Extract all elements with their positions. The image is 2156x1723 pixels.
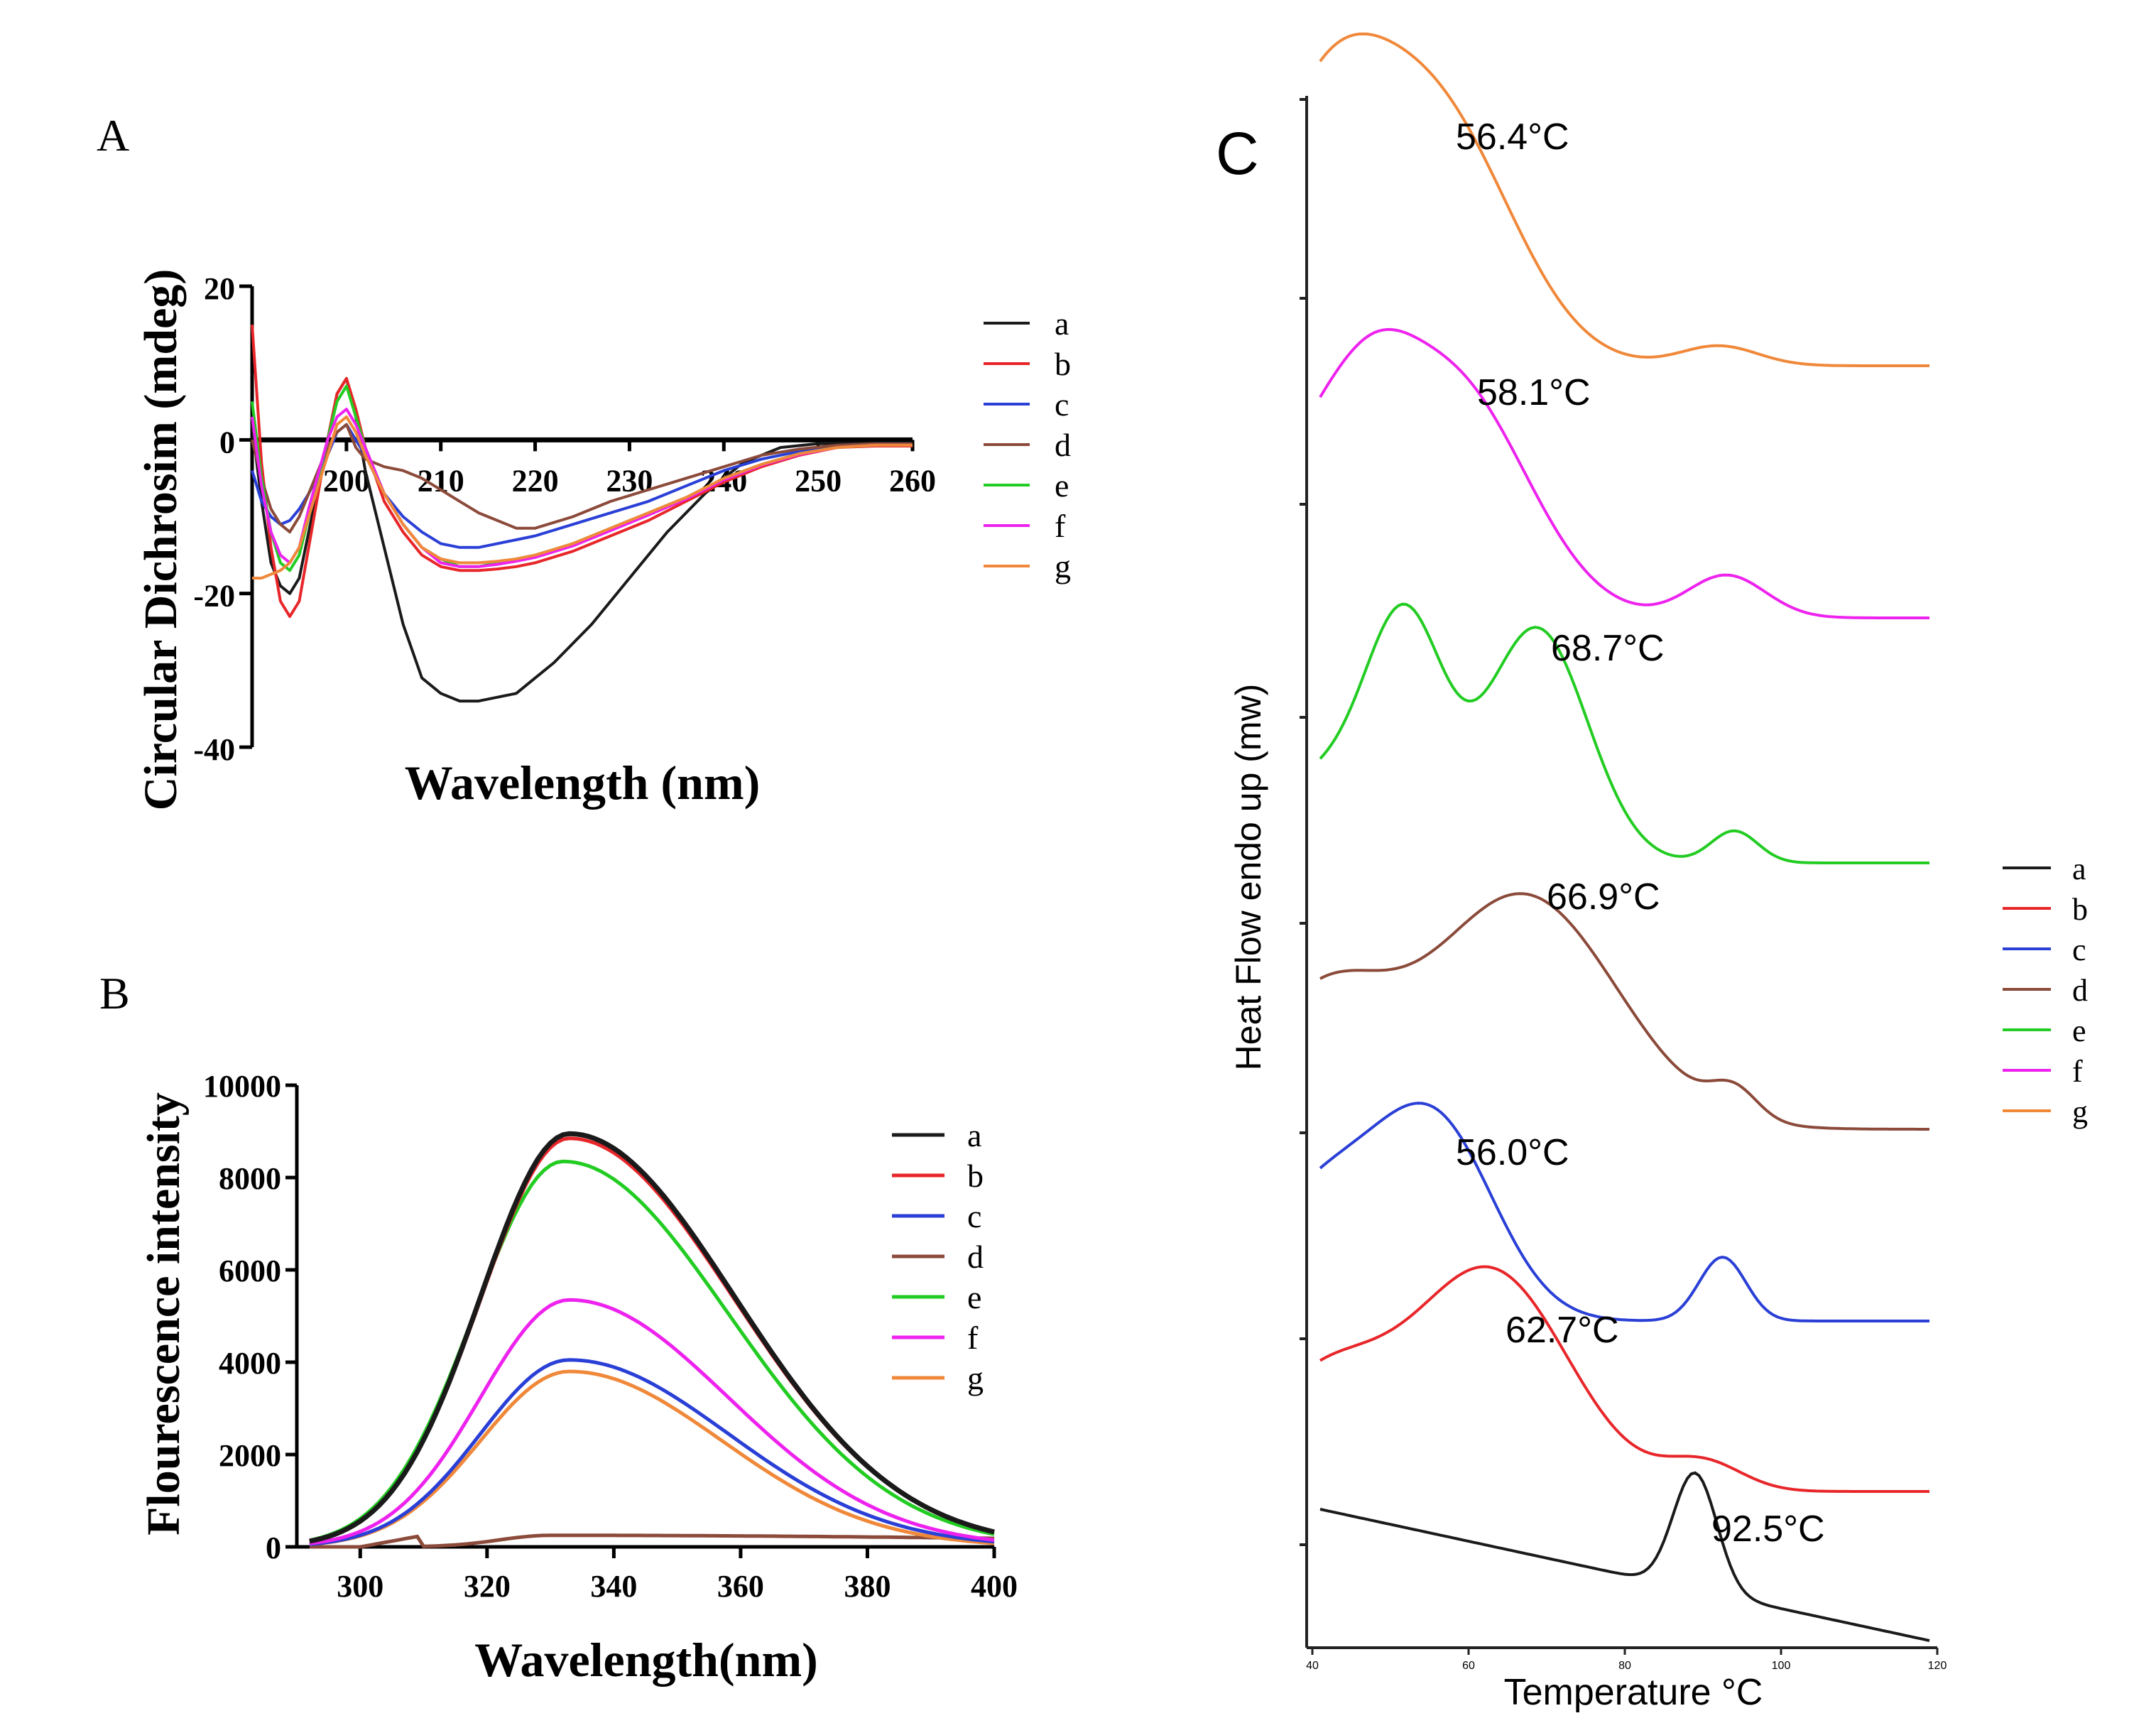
panel-a-series-b [251,324,913,619]
panel-a-legend-label-c: c [1055,386,1069,423]
panel-a-ytick-label: 0 [219,425,235,460]
panel-b-legend-label-g: g [967,1360,984,1396]
panel-c: C 40 60 80 100 120 56.4°C58.1°C68.7°C66.9°C5… [1216,32,2088,1713]
panel-b-ytick-label: 8000 [219,1161,281,1196]
panel-c-legend-label-f: f [2072,1054,2083,1089]
panel-a-legend-label-e: e [1055,467,1069,504]
panel-c-legend-label-c: c [2072,933,2086,967]
panel-a-xtick-label: 260 [889,463,936,498]
panel-c-peak-annotations: 56.4°C 58.1°C 68.7°C 66.9°C 56.0°C 62.7°C 92.5… [1456,116,1825,1550]
panel-b-xtick-label: 340 [590,1569,637,1604]
panel-a-series [251,324,913,703]
panel-b-series-b [309,1136,995,1543]
panel-b-series-d [309,1533,995,1549]
panel-a-series-d [251,423,913,534]
panel-a-legend-label-f: f [1055,508,1066,544]
panel-c-legend-label-a: a [2072,852,2086,886]
panel-c-series-e [1319,602,1929,864]
panel-c-legend-label-g: g [2072,1094,2088,1129]
panel-c-series-c [1319,1102,1929,1322]
panel-c-peak-label-d: 66.9°C [1547,876,1660,918]
panel-c-series [1319,32,1930,1642]
panel-a-xtick-label: 250 [795,463,842,498]
panel-c-legend-label-b: b [2072,892,2088,927]
panel-b-ytick-label: 0 [266,1531,281,1565]
panel-b-legend-label-d: d [967,1239,984,1275]
panel-b-xtick-label: 380 [844,1569,891,1604]
panel-a-ylabel: Circular Dichrosim (mdeg) [135,269,187,811]
panel-a-ytick-label: -20 [193,579,235,614]
panel-a-xtick-label: 220 [512,463,559,498]
panel-c-xtick-label: 100 [1772,1660,1791,1672]
panel-c-peak-label-f: 58.1°C [1477,372,1591,413]
panel-c-peak-label-a: 92.5°C [1711,1509,1825,1550]
panel-c-peak-label-b: 62.7°C [1506,1310,1619,1351]
panel-b-ytick-label: 2000 [219,1438,281,1473]
panel-b-label: B [99,968,130,1018]
panel-a-xtick-label: 230 [606,463,653,498]
panel-b-xtick-label: 360 [717,1569,764,1604]
panel-b-series-f [309,1298,995,1545]
panel-a-legend-label-d: d [1055,427,1071,463]
panel-a-legend-label-b: b [1055,346,1071,382]
panel-a-series-g [252,415,913,580]
panel-c-series-g [1319,32,1929,367]
panel-c-xtick-label: 60 [1462,1660,1475,1672]
panel-a-series-c [251,423,913,549]
panel-b: B 0 2000 4000 6000 8000 10000 300 320 340 360 380 4… [99,968,1018,1687]
panel-c-label: C [1216,120,1259,187]
panel-c-peak-label-e: 68.7°C [1551,628,1665,669]
panel-c-axes: 40 60 80 100 120 [1300,96,1947,1672]
panel-a-series-a [251,376,913,703]
panel-a-legend-label-g: g [1055,548,1071,585]
panel-c-peak-label-g: 56.4°C [1456,116,1569,158]
panel-b-legend-label-f: f [967,1320,979,1356]
panel-c-series-a [1319,1471,1930,1642]
panel-c-peak-label-c: 56.0°C [1456,1132,1569,1173]
panel-c-xtick-label: 40 [1306,1660,1319,1672]
panel-b-xtick-label: 320 [464,1569,511,1604]
panel-c-xtick-label: 80 [1618,1660,1631,1672]
panel-b-ytick-label: 6000 [219,1254,281,1288]
panel-c-ylabel: Heat Flow endo up (mw) [1229,684,1268,1071]
panel-c-xtick-label: 120 [1928,1660,1947,1672]
panel-c-legend-label-e: e [2072,1013,2086,1048]
panel-c-series-f [1319,327,1929,619]
panel-c-series-b [1319,1265,1929,1493]
panel-b-series-g [309,1369,995,1547]
panel-a-xtick-label: 200 [323,463,370,498]
panel-b-legend-label-e: e [967,1279,981,1315]
panel-b-ytick-label: 10000 [203,1069,281,1104]
panel-b-legend-label-c: c [967,1198,981,1234]
panel-b-xtick-label: 300 [337,1569,383,1604]
panel-b-xtick-label: 400 [971,1569,1018,1604]
panel-b-ylabel: Flourescence intensity [138,1092,190,1536]
panel-a-xlabel: Wavelength (nm) [405,756,761,810]
panel-a-legend-label-a: a [1055,305,1069,342]
panel-a-ytick-label: 20 [204,271,235,306]
panel-c-xlabel: Temperature °C [1504,1672,1763,1713]
panel-b-series [309,1131,995,1549]
panel-b-series-a [309,1131,995,1544]
panel-b-legend-label-a: a [967,1117,981,1153]
panel-b-axes: 0 2000 4000 6000 8000 10000 300 320 340 360 380 400 [203,1069,1018,1604]
panel-c-series-d [1319,892,1929,1131]
panel-b-xlabel: Wavelength(nm) [474,1633,818,1687]
panel-c-legend-label-d: d [2072,973,2088,1008]
panel-a-ytick-label: -40 [193,732,235,767]
panel-a-label: A [97,110,129,161]
panel-b-series-c [309,1358,995,1546]
panel-b-legend-label-b: b [967,1158,984,1194]
panel-b-ytick-label: 4000 [219,1346,281,1381]
